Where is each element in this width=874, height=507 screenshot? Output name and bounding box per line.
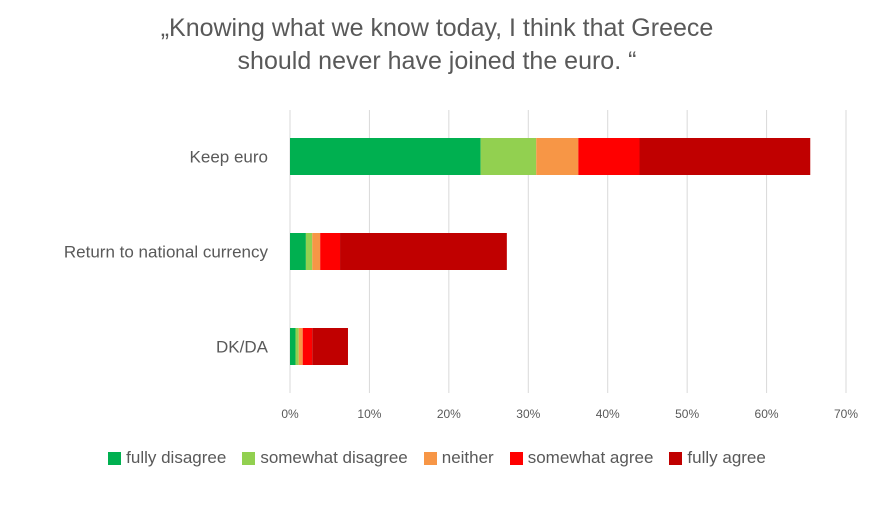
bar-segment — [290, 328, 296, 365]
bar-segment — [302, 328, 313, 365]
bar-segment — [480, 138, 537, 175]
legend-label: fully agree — [687, 448, 766, 467]
bar-segment — [578, 138, 640, 175]
bar-segment — [290, 233, 306, 270]
legend: fully disagree somewhat disagree neither so… — [0, 448, 874, 468]
category-label: Keep euro — [190, 148, 268, 167]
legend-swatch — [509, 451, 523, 465]
legend-swatch — [108, 451, 122, 465]
x-axis-tick-labels: 0% 10% 20% 30% 40% 50% 60% 70% — [281, 407, 858, 421]
bar-segment — [298, 328, 303, 365]
chart-title: „Knowing what we know today, I think tha… — [0, 12, 874, 78]
chart-title-line-2: should never have joined the euro. “ — [237, 47, 637, 75]
legend-item: somewhat agree — [509, 448, 654, 468]
bar-segment — [312, 328, 348, 365]
category-labels: Keep euro Return to national currency DK/D… — [64, 148, 269, 357]
x-tick-label: 70% — [834, 407, 858, 421]
x-tick-label: 10% — [357, 407, 381, 421]
legend-swatch — [423, 451, 437, 465]
legend-item: somewhat disagree — [242, 448, 408, 468]
bar-segment — [290, 138, 481, 175]
x-tick-label: 20% — [437, 407, 461, 421]
category-label: Return to national currency — [64, 243, 269, 262]
x-tick-label: 40% — [596, 407, 620, 421]
legend-item: neither — [423, 448, 494, 468]
bar-segment — [536, 138, 579, 175]
bar-segment — [639, 138, 811, 175]
bar-segment — [320, 233, 341, 270]
legend-item: fully agree — [669, 448, 766, 468]
bar-segment — [295, 328, 299, 365]
x-tick-label: 60% — [755, 407, 779, 421]
legend-swatch — [669, 451, 683, 465]
category-label: DK/DA — [216, 338, 269, 357]
bar-segment — [340, 233, 507, 270]
bar-segment — [305, 233, 313, 270]
legend-label: fully disagree — [126, 448, 227, 467]
bars — [290, 138, 811, 365]
legend-label: neither — [441, 448, 494, 467]
legend-label: somewhat disagree — [260, 448, 408, 467]
bar-segment — [312, 233, 321, 270]
legend-item: fully disagree — [108, 448, 226, 468]
legend-swatch — [242, 451, 256, 465]
legend-label: somewhat agree — [527, 448, 654, 467]
x-tick-label: 30% — [516, 407, 540, 421]
x-tick-label: 0% — [281, 407, 299, 421]
chart-title-line-1: „Knowing what we know today, I think tha… — [160, 14, 714, 42]
x-tick-label: 50% — [675, 407, 699, 421]
